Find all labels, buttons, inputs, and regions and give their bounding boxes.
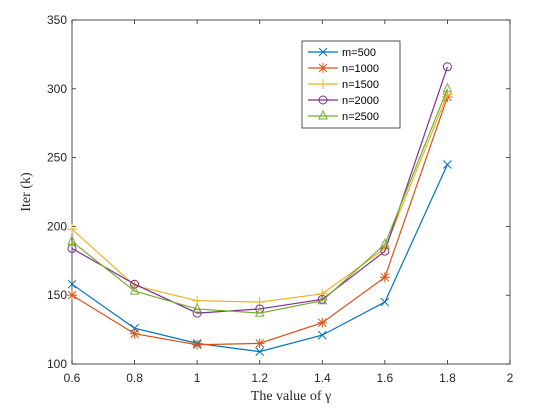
data-point — [380, 297, 390, 307]
series-n=2500 — [67, 82, 453, 317]
data-point — [67, 235, 77, 246]
plot-area — [71, 19, 511, 365]
data-point — [442, 89, 453, 100]
legend-marker — [318, 79, 328, 89]
data-point — [254, 338, 265, 349]
x-tick-label: 1.2 — [251, 371, 268, 385]
data-point — [380, 238, 390, 248]
legend: m=500 n=1000 n=1500 n=2000 n=2500 — [301, 40, 401, 129]
data-point — [379, 272, 390, 283]
x-tick-label: 1 — [194, 371, 201, 385]
y-tick-label: 250 — [47, 151, 67, 165]
data-point — [442, 82, 453, 93]
x-axis-label: The value of γ — [251, 389, 331, 404]
series-layer — [67, 62, 453, 356]
legend-entry: n=1500 — [308, 79, 379, 91]
y-axis: 100 150 200 250 300 350 — [47, 13, 510, 371]
legend-label: n=1000 — [342, 63, 379, 75]
y-tick-label: 300 — [47, 82, 67, 96]
data-point — [317, 294, 328, 305]
data-point — [255, 347, 265, 356]
data-point — [129, 284, 140, 295]
data-point — [317, 317, 328, 328]
legend-entry: n=2000 — [308, 95, 379, 107]
legend-label: n=1500 — [342, 79, 379, 91]
legend-label: n=2000 — [342, 95, 379, 107]
x-tick-label: 1.8 — [439, 371, 456, 385]
data-point — [130, 279, 140, 289]
legend-label: m=500 — [342, 47, 376, 59]
x-tick-label: 1.6 — [377, 371, 394, 385]
data-point — [192, 302, 202, 313]
series-line — [71, 88, 448, 314]
legend-entry: m=500 — [308, 47, 376, 59]
y-tick-label: 100 — [47, 357, 67, 371]
x-tick-label: 1.4 — [314, 371, 331, 385]
legend-label: n=2500 — [342, 111, 379, 123]
data-point — [67, 290, 77, 301]
series-n=1000 — [67, 92, 453, 350]
legend-marker — [318, 63, 328, 73]
y-tick-label: 200 — [47, 219, 67, 233]
x-tick-label: 0.6 — [64, 371, 81, 385]
y-tick-label: 150 — [47, 288, 67, 302]
data-point — [192, 339, 203, 350]
data-point — [317, 288, 328, 299]
legend-marker — [318, 47, 328, 57]
data-point — [67, 279, 77, 289]
legend-marker — [318, 95, 328, 105]
data-point — [67, 224, 77, 235]
x-tick-label: 0.8 — [126, 371, 143, 385]
data-point — [442, 62, 452, 72]
data-point — [317, 330, 327, 340]
data-point — [443, 160, 452, 169]
x-tick-label: 2 — [507, 371, 514, 385]
y-axis-label: Iter (k) — [19, 172, 34, 212]
y-tick-label: 350 — [47, 13, 67, 27]
data-point — [254, 306, 265, 317]
legend-entry: n=2500 — [308, 109, 379, 123]
x-axis: 0.6 0.8 1 1.2 1.4 1.6 1.8 2 — [64, 20, 514, 385]
legend-entry: n=1000 — [308, 63, 379, 75]
series-m=500 — [67, 160, 452, 356]
data-point — [129, 328, 140, 339]
legend-marker — [318, 109, 328, 120]
